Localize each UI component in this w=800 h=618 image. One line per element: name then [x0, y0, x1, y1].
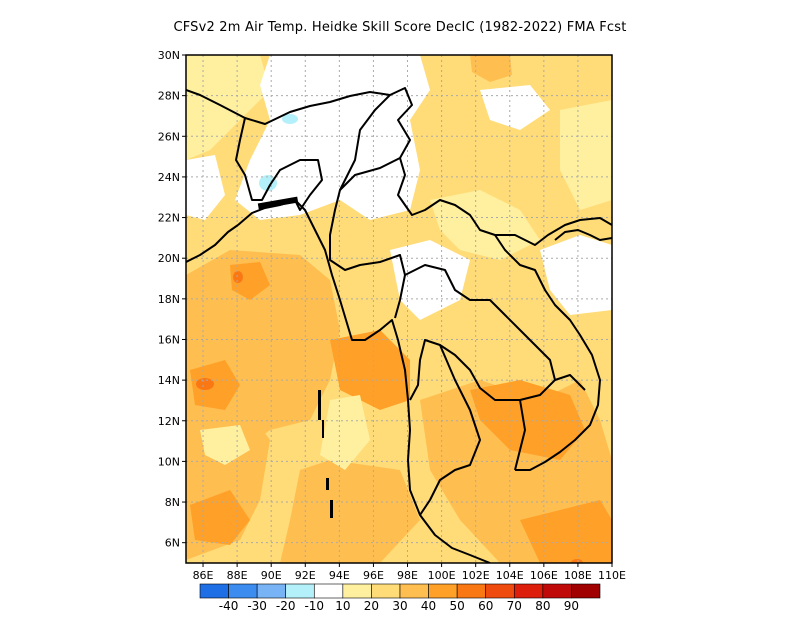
lat-tick-label: 18N	[158, 293, 180, 306]
lat-tick-label: 22N	[158, 212, 180, 225]
lon-tick-label: 104E	[496, 569, 524, 582]
islands	[257, 196, 333, 518]
lon-tick-label: 110E	[598, 569, 626, 582]
lon-tick-label: 92E	[295, 569, 316, 582]
colorbar-label: 70	[507, 599, 522, 613]
lat-tick-label: 12N	[158, 415, 180, 428]
lon-tick-label: 86E	[193, 569, 214, 582]
lat-tick-label: 8N	[165, 496, 180, 509]
lon-tick-label: 98E	[397, 569, 418, 582]
colorbar-swatch	[456, 583, 487, 599]
lat-tick-label: 26N	[158, 130, 180, 143]
longitude-labels: 86E 88E 90E 92E 94E 96E 98E 100E 102E 104E 106E 108…	[193, 563, 626, 582]
lat-tick-label: 20N	[158, 252, 180, 265]
colorbar-label: -20	[276, 599, 296, 613]
colorbar-label: 10	[335, 599, 350, 613]
lat-tick-label: 10N	[158, 455, 180, 468]
colorbar-label: -30	[247, 599, 267, 613]
colorbar-swatch	[371, 583, 401, 599]
lon-tick-label: 100E	[428, 569, 456, 582]
lon-tick-label: 90E	[261, 569, 282, 582]
skill-score-field	[186, 55, 612, 563]
colorbar-swatch	[342, 583, 372, 599]
lon-tick-label: 106E	[530, 569, 558, 582]
colorbar-label: 80	[535, 599, 550, 613]
graticule	[186, 55, 612, 563]
colorbar	[199, 583, 601, 599]
colorbar-label: 50	[450, 599, 465, 613]
colorbar-swatch	[313, 583, 344, 599]
colorbar-label: 30	[392, 599, 407, 613]
colorbar-swatch	[399, 583, 429, 599]
lat-tick-label: 14N	[158, 374, 180, 387]
lat-tick-label: 24N	[158, 171, 180, 184]
lat-tick-label: 30N	[158, 49, 180, 62]
colorbar-label: -40	[219, 599, 239, 613]
colorbar-label: -10	[304, 599, 324, 613]
colorbar-swatch	[428, 583, 458, 599]
colorbar-swatch	[285, 583, 315, 599]
colorbar-swatch	[513, 583, 544, 599]
colorbar-swatch	[199, 583, 229, 599]
colorbar-swatch	[256, 583, 287, 599]
coastlines-and-borders	[186, 87, 612, 563]
chart-title: CFSv2 2m Air Temp. Heidke Skill Score De…	[173, 20, 627, 35]
lat-tick-label: 6N	[165, 537, 180, 550]
lat-tick-label: 28N	[158, 90, 180, 103]
colorbar-label: 90	[564, 599, 579, 613]
colorbar-swatch	[542, 583, 572, 599]
colorbar-label: 60	[478, 599, 493, 613]
colorbar-label: 20	[364, 599, 379, 613]
latitude-labels: 30N 28N 26N 24N 22N 20N 18N 16N 14N 12N 10N 8N 6N	[158, 49, 186, 550]
colorbar-swatch	[228, 583, 258, 599]
lon-tick-label: 108E	[564, 569, 592, 582]
lon-tick-label: 102E	[462, 569, 490, 582]
lat-tick-label: 16N	[158, 333, 180, 346]
lon-tick-label: 94E	[329, 569, 350, 582]
colorbar-labels: -40 -30 -20 -10 10 20 30 40 50 60 70 80 90	[219, 599, 579, 613]
colorbar-label: 40	[421, 599, 436, 613]
plot-frame	[185, 54, 613, 564]
lon-tick-label: 88E	[227, 569, 248, 582]
colorbar-swatch	[485, 583, 515, 599]
lon-tick-label: 96E	[363, 569, 384, 582]
colorbar-swatch	[571, 583, 601, 599]
